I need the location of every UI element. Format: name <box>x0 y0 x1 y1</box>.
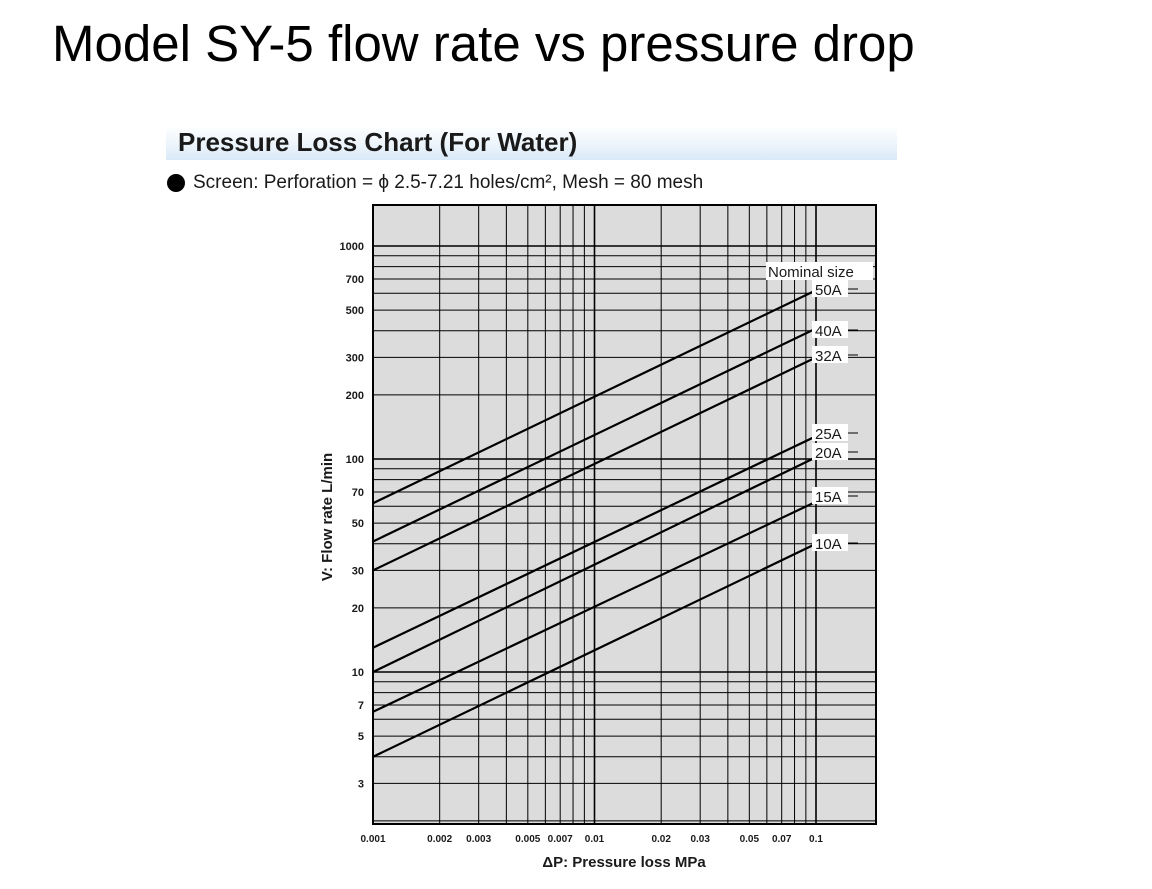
y-tick-label: 300 <box>346 352 364 364</box>
y-tick-label: 3 <box>358 778 364 790</box>
series-label-bg-50a <box>812 280 848 297</box>
y-tick-label: 500 <box>346 305 364 317</box>
y-tick-label: 5 <box>358 731 364 743</box>
series-label-10a: 10A <box>815 536 842 553</box>
chart-subtitle-row: Screen: Perforation = ϕ 2.5-7.21 holes/c… <box>167 172 703 194</box>
x-tick-label: 0.01 <box>585 834 605 845</box>
y-tick-label: 200 <box>346 390 364 402</box>
y-tick-label: 10 <box>352 667 364 679</box>
x-tick-label: 0.02 <box>651 834 671 845</box>
y-tick-label: 20 <box>352 603 364 615</box>
plot-area <box>372 204 877 825</box>
series-label-40a: 40A <box>815 323 842 340</box>
series-label-bg-15a <box>812 487 848 504</box>
x-tick-label: 0.001 <box>360 834 385 845</box>
x-tick-label: 0.1 <box>809 834 823 845</box>
x-tick-label: 0.007 <box>548 834 573 845</box>
series-label-bg-10a <box>812 534 848 551</box>
x-tick-label: 0.03 <box>690 834 710 845</box>
x-tick-label: 0.07 <box>772 834 792 845</box>
series-line-50a <box>372 289 817 505</box>
y-tick-label: 30 <box>352 565 364 577</box>
series-label-20a: 20A <box>815 445 842 462</box>
x-tick-label: 0.005 <box>515 834 540 845</box>
series-label-32a: 32A <box>815 348 842 365</box>
chart-header-band: Pressure Loss Chart (For Water) <box>166 126 897 160</box>
series-labels: 50A 40A 32A 25A 20A 15A 10A Nominal size <box>766 262 873 553</box>
y-tick-label: 700 <box>346 274 364 286</box>
legend-title: Nominal size <box>768 264 854 281</box>
x-tick-labels: 0.001 0.002 0.003 0.005 0.007 0.01 0.02 0.03 0.0… <box>360 834 823 845</box>
series-label-25a: 25A <box>815 426 842 443</box>
x-tick-label: 0.003 <box>466 834 491 845</box>
y-tick-label: 100 <box>346 454 364 466</box>
x-tick-label: 0.002 <box>427 834 452 845</box>
series-label-bg-32a <box>812 346 848 363</box>
chart-subtitle: Screen: Perforation = ϕ 2.5-7.21 holes/c… <box>193 172 704 193</box>
series-line-15a <box>372 500 817 713</box>
series-lines <box>372 289 817 758</box>
y-tick-label: 50 <box>352 518 364 530</box>
series-line-32a <box>372 356 817 572</box>
series-label-50a: 50A <box>815 282 842 299</box>
series-line-10a <box>372 542 817 758</box>
series-label-15a: 15A <box>815 489 842 506</box>
series-label-bg-25a <box>812 424 848 441</box>
grid-lines <box>373 205 876 824</box>
y-tick-label: 70 <box>352 487 364 499</box>
slide-title: Model SY-5 flow rate vs pressure drop <box>52 15 915 72</box>
y-tick-label: 1000 <box>340 241 364 253</box>
x-tick-label: 0.05 <box>740 834 760 845</box>
y-tick-label: 7 <box>358 700 364 712</box>
y-tick-labels: 1000 700 500 300 200 100 70 50 30 20 10 7 5 3 <box>340 241 364 790</box>
y-axis-label: V: Flow rate L/min <box>319 453 336 581</box>
series-line-25a <box>372 435 817 649</box>
chart-title: Pressure Loss Chart (For Water) <box>178 127 578 157</box>
bullet-icon <box>167 174 185 192</box>
series-label-bg-20a <box>812 443 848 460</box>
series-label-bg-40a <box>812 321 848 338</box>
legend-title-bg <box>766 262 873 280</box>
x-axis-label: ΔP: Pressure loss MPa <box>542 854 706 871</box>
series-line-20a <box>372 456 817 673</box>
series-line-40a <box>372 327 817 543</box>
